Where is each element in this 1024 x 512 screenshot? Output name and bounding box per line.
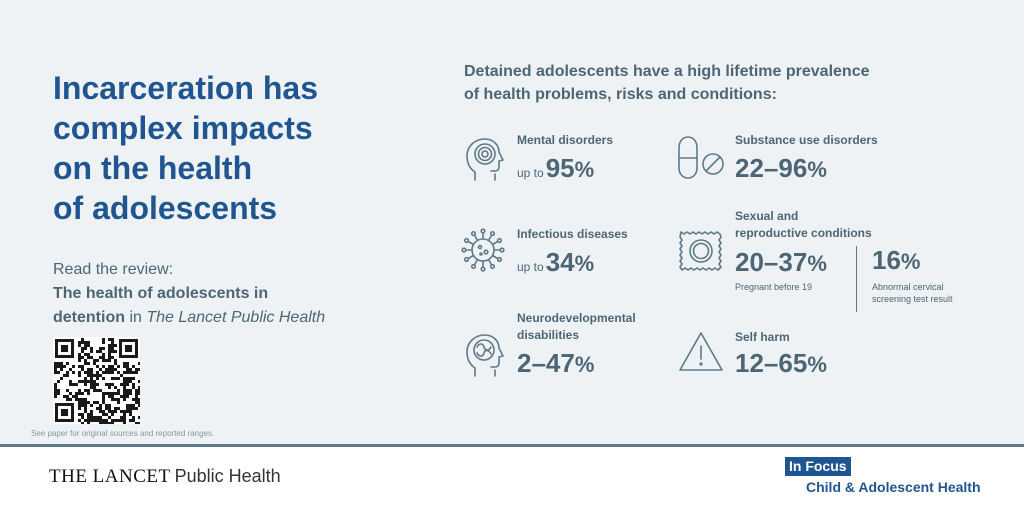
review-title-line2: detention in The Lancet Public Health [53,306,383,330]
journal-logo[interactable]: THE LANCET Public Health [49,466,281,488]
warning-icon [679,332,723,371]
intro-line: of health problems, risks and conditions… [464,86,777,103]
review-reference: Read the review: The health of adolescen… [53,258,383,330]
journal-section: Public Health [174,466,281,486]
review-in: in [125,309,147,326]
pill-icon [678,136,724,179]
value-unit: % [807,157,827,182]
title-line: Incarceration has [53,70,318,106]
cervical-screening-note: Abnormal cervical screening test result [872,281,953,305]
intro-line: Detained adolescents have a high lifetim… [464,63,870,80]
substance-use-label: Substance use disorders [735,133,878,147]
title-line: complex impacts [53,110,313,146]
section-intro: Detained adolescents have a high lifetim… [464,60,934,106]
value-unit: % [900,249,921,274]
head-brain-icon [466,334,504,377]
cervical-screening-value: 16% [872,245,920,277]
sexual-reproductive-label: Sexual and reproductive conditions [735,208,872,242]
substance-use-value: 22–96% [735,153,827,185]
value-prefix: up to [517,166,544,180]
pregnancy-value: 20–37% [735,247,827,279]
value-unit: % [574,352,595,377]
self-harm-label: Self harm [735,330,790,344]
label-line: disabilities [517,328,580,342]
note-line: screening test result [872,294,953,304]
content-panel [0,0,1024,444]
title-line: on the health [53,150,253,186]
label-line: Sexual and [735,209,799,223]
footnote: See paper for original sources and repor… [31,429,215,438]
in-focus-badge: In Focus [785,457,851,476]
condom-icon [679,231,722,271]
pregnancy-note: Pregnant before 19 [735,282,813,292]
value-divider [856,246,857,312]
value-number: 12–65 [735,348,808,378]
value-number: 2–47 [517,348,575,378]
title-line: of adolescents [53,190,278,226]
note-line: Abnormal cervical [872,282,944,292]
value-number: 20–37 [735,247,808,277]
review-title-end[interactable]: detention [53,309,125,326]
value-number: 16 [872,245,901,275]
review-title[interactable]: The health of adolescents in [53,285,269,302]
label-line: reproductive conditions [735,226,872,240]
value-unit: % [574,251,595,276]
review-journal[interactable]: The Lancet Public Health [146,309,326,326]
in-focus-topic: Child & Adolescent Health [806,479,981,495]
mental-disorders-label: Mental disorders [517,133,614,147]
head-spiral-icon [466,138,504,181]
neurodevelopmental-label: Neurodevelopmental disabilities [517,310,636,344]
mental-disorders-value: up to95% [517,153,594,188]
neurodevelopmental-value: 2–47% [517,348,594,380]
qr-code[interactable] [53,337,140,424]
journal-name: THE LANCET [49,466,171,487]
infectious-diseases-label: Infectious diseases [517,227,628,241]
self-harm-value: 12–65% [735,348,827,380]
infectious-diseases-value: up to34% [517,247,594,282]
value-unit: % [807,251,827,276]
page-title: Incarceration has complex impacts on the… [53,68,393,228]
value-number: 22–96 [735,153,808,183]
label-line: Neurodevelopmental [517,311,636,325]
review-intro: Read the review: [53,261,174,278]
value-unit: % [807,352,827,377]
value-number: 95 [545,153,575,183]
value-prefix: up to [517,260,544,274]
value-unit: % [574,157,595,182]
virus-icon [461,228,505,272]
value-number: 34 [545,247,575,277]
footer-divider [0,444,1024,447]
